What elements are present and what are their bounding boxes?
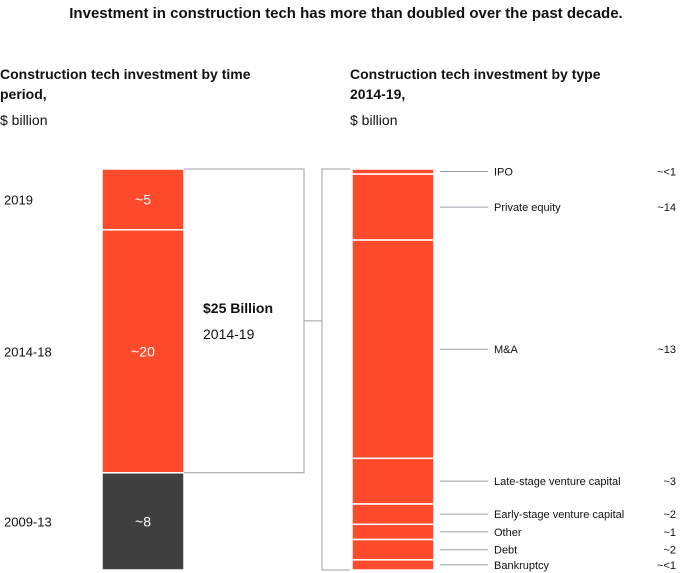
total-bracket: $25 Billion 2014-19 xyxy=(184,168,322,474)
bracket-period-label: 2014-19 xyxy=(203,326,255,342)
right-unit-label: $ billion xyxy=(350,112,398,128)
left-bracket-line xyxy=(184,168,305,474)
left-category-label-0: 2019 xyxy=(4,192,33,207)
right-bar-segment-4 xyxy=(351,503,435,526)
left-bar-value-label-0: ~5 xyxy=(135,191,151,207)
right-value-label-2: ~13 xyxy=(657,344,676,356)
left-unit-label: $ billion xyxy=(0,112,48,128)
right-chart-title-line2: 2014-19, xyxy=(350,86,406,102)
right-bar-segment-6 xyxy=(351,538,435,561)
left-chart-title: Construction tech investment by time per… xyxy=(0,64,300,104)
left-bar-segment-2 xyxy=(101,472,185,571)
right-category-label-6: Debt xyxy=(494,545,517,557)
right-bracket-line xyxy=(321,168,350,571)
left-chart-title-line2: period, xyxy=(0,86,47,102)
right-value-label-1: ~14 xyxy=(657,202,676,214)
left-category-label-1: 2014-18 xyxy=(4,344,52,359)
bracket-total-label: $25 Billion xyxy=(203,300,273,316)
left-category-label-2: 2009-13 xyxy=(4,514,52,529)
left-stacked-bar: ~5 2019 ~20 2014-18 ~8 2009-13 xyxy=(4,168,185,571)
left-bar-segment-0 xyxy=(101,168,185,231)
right-stacked-bar: IPO ~<1 Private equity ~14 M&A ~13 Late-stage … xyxy=(321,167,676,572)
right-value-label-7: ~<1 xyxy=(657,560,676,572)
right-bar-segment-7 xyxy=(351,559,435,571)
right-chart-title-line1: Construction tech investment by type xyxy=(350,66,601,82)
right-value-label-4: ~2 xyxy=(663,509,676,521)
right-category-label-3: Late-stage venture capital xyxy=(494,476,621,488)
right-category-label-7: Bankruptcy xyxy=(494,560,550,572)
right-bar-segment-0 xyxy=(351,168,435,175)
left-chart-title-line1: Construction tech investment by time xyxy=(0,66,251,82)
right-value-label-5: ~1 xyxy=(663,527,676,539)
right-value-label-0: ~<1 xyxy=(657,167,676,179)
main-title: Investment in construction tech has more… xyxy=(69,5,623,22)
right-category-label-1: Private equity xyxy=(494,202,561,214)
right-chart-title: Construction tech investment by type 201… xyxy=(350,64,680,104)
right-category-label-2: M&A xyxy=(494,344,519,356)
right-value-label-6: ~2 xyxy=(663,545,676,557)
right-bar-segment-5 xyxy=(351,523,435,541)
right-bar-segment-3 xyxy=(351,457,435,505)
left-bar-value-label-2: ~8 xyxy=(135,513,151,529)
right-value-label-3: ~3 xyxy=(663,476,676,488)
right-bar-segment-2 xyxy=(351,239,435,460)
right-category-label-0: IPO xyxy=(494,167,513,179)
right-category-label-5: Other xyxy=(494,527,522,539)
right-bar-segment-1 xyxy=(351,173,435,241)
left-bar-value-label-1: ~20 xyxy=(131,343,155,359)
right-category-label-4: Early-stage venture capital xyxy=(494,509,624,521)
